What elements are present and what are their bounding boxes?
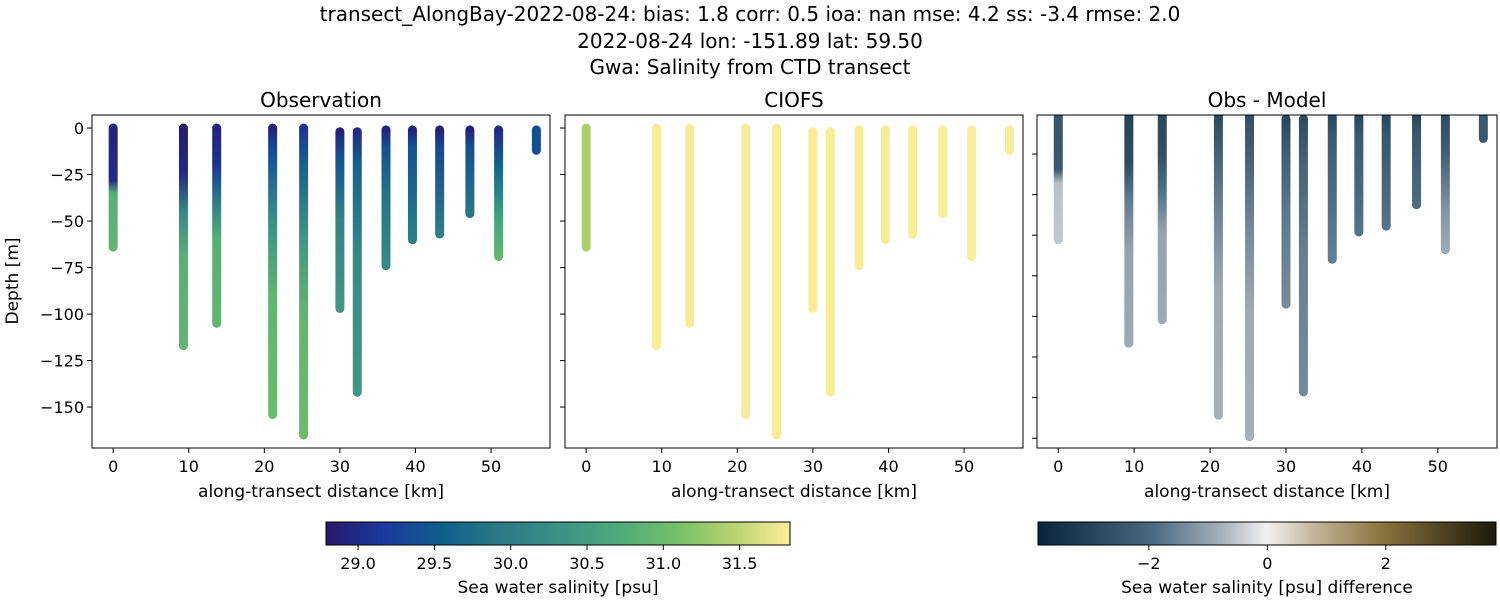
- colorbar-tick-label: −2: [1137, 554, 1161, 573]
- y-tick-label: −150: [40, 398, 84, 417]
- y-axis-label: Depth [m]: [3, 237, 23, 324]
- x-axis-label: along-transect distance [km]: [198, 482, 444, 502]
- x-tick-label: 20: [254, 457, 274, 476]
- panel-2-marks: [1053, 115, 1488, 442]
- colorbar-tick-label: 30.0: [493, 554, 529, 573]
- figure-title-line3: Gwa: Salinity from CTD transect: [589, 55, 911, 79]
- x-tick-label: 50: [1428, 457, 1448, 476]
- colorbar-tick-label: 30.5: [569, 554, 605, 573]
- x-tick-label: 10: [652, 457, 672, 476]
- colorbar-tick-label: 31.0: [646, 554, 682, 573]
- colorbar-tick-label: 0: [1262, 554, 1272, 573]
- panel-2-frame: [1036, 114, 1498, 449]
- panel-1-marks: [581, 123, 1014, 440]
- x-tick-label: 40: [878, 457, 898, 476]
- colorbar-0: [325, 521, 791, 546]
- x-tick-label: 0: [108, 457, 118, 476]
- colorbar-tick-label: 31.5: [722, 554, 758, 573]
- x-tick-label: 30: [330, 457, 350, 476]
- figure-title-line2: 2022-08-24 lon: -151.89 lat: 59.50: [577, 29, 923, 53]
- y-tick-label: −125: [40, 352, 84, 371]
- colorbar-label: Sea water salinity [psu] difference: [1121, 578, 1413, 598]
- x-tick-label: 50: [954, 457, 974, 476]
- x-tick-label: 20: [1200, 457, 1220, 476]
- colorbar-tick-label: 29.5: [417, 554, 453, 573]
- y-tick-label: −75: [50, 259, 84, 278]
- colorbar-tick-label: 29.0: [340, 554, 376, 573]
- panel-title: CIOFS: [764, 88, 823, 112]
- x-tick-label: 20: [727, 457, 747, 476]
- panel-1-frame: [564, 114, 1024, 449]
- x-axis-label: along-transect distance [km]: [671, 482, 917, 502]
- panel-0-marks: [108, 123, 541, 440]
- x-axis-label: along-transect distance [km]: [1144, 482, 1390, 502]
- figure-title-line1: transect_AlongBay-2022-08-24: bias: 1.8 …: [319, 2, 1181, 26]
- x-tick-label: 30: [1276, 457, 1296, 476]
- y-tick-label: −50: [50, 212, 84, 231]
- x-tick-label: 40: [405, 457, 425, 476]
- x-tick-label: 40: [1352, 457, 1372, 476]
- y-tick-label: −25: [50, 166, 84, 185]
- x-tick-label: 30: [803, 457, 823, 476]
- y-tick-label: 0: [74, 119, 84, 138]
- panel-title: Observation: [260, 88, 382, 112]
- x-tick-label: 0: [1053, 457, 1063, 476]
- x-tick-label: 10: [179, 457, 199, 476]
- panel-title: Obs - Model: [1208, 88, 1327, 112]
- colorbar-label: Sea water salinity [psu]: [458, 578, 659, 598]
- x-tick-label: 0: [581, 457, 591, 476]
- y-tick-label: −100: [40, 305, 84, 324]
- colorbar-tick-label: 2: [1381, 554, 1391, 573]
- x-tick-label: 10: [1124, 457, 1144, 476]
- panel-0-frame: [91, 114, 551, 449]
- colorbar-1: [1037, 521, 1497, 546]
- x-tick-label: 50: [481, 457, 501, 476]
